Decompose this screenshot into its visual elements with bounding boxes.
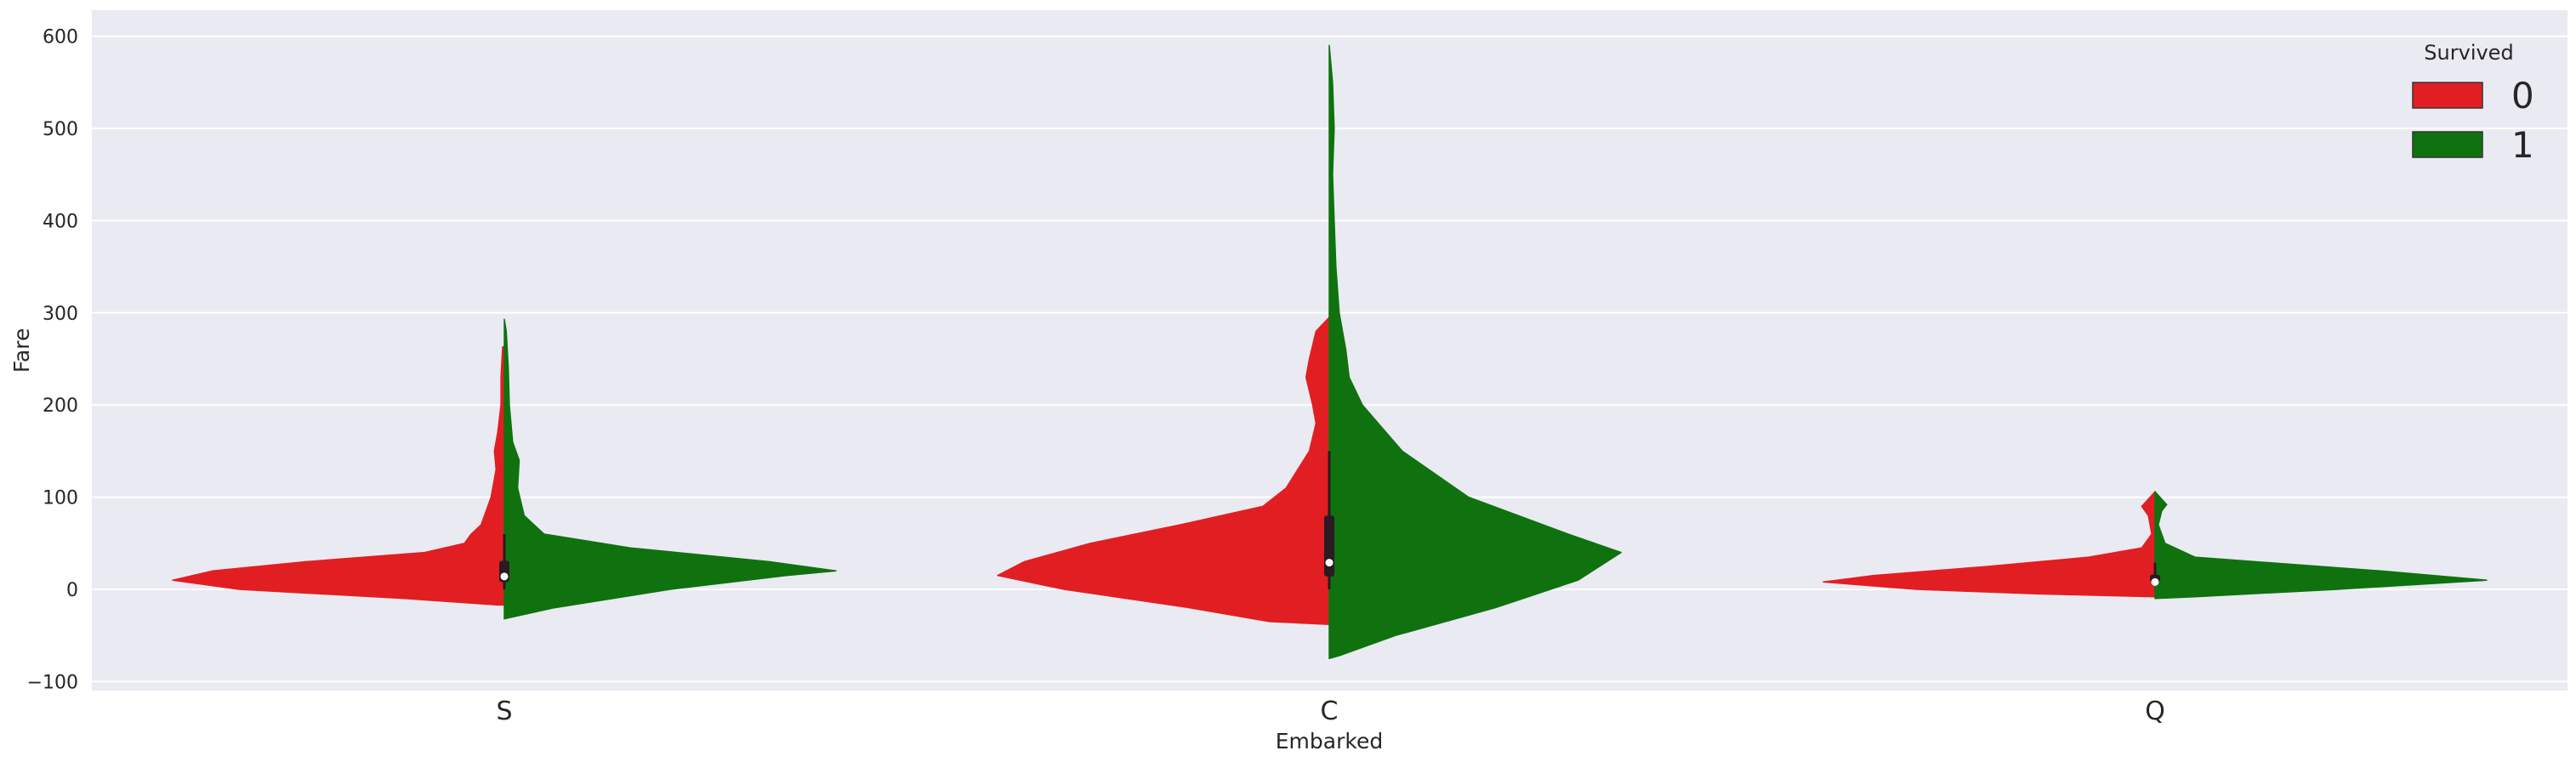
violin-half-S-0 [172, 346, 505, 606]
x-tick-label-Q: Q [2145, 697, 2165, 726]
x-tick-label-S: S [496, 697, 512, 726]
violin-bodies [172, 44, 2488, 660]
legend-label-1: 1 [2511, 124, 2534, 166]
y-tick-label: 0 [66, 580, 78, 601]
violin-half-Q-1 [2154, 491, 2488, 600]
box-iqr-C [1324, 515, 1334, 577]
inner-boxes [499, 451, 2160, 589]
violin-half-C-1 [1328, 44, 1622, 660]
x-axis-label: Embarked [1276, 729, 1383, 753]
y-tick-label: 600 [43, 27, 78, 48]
legend-swatch-0 [2412, 82, 2483, 109]
y-tick-label: 300 [43, 304, 78, 325]
y-tick-labels: −100 0 100 200 300 400 500 600 [27, 27, 78, 694]
y-axis-label: Fare [9, 328, 34, 373]
y-tick-label: 100 [43, 488, 78, 509]
y-tick-label: 500 [43, 119, 78, 140]
violin-half-S-1 [503, 318, 837, 620]
violin-half-Q-0 [1823, 491, 2156, 598]
box-median-S [500, 572, 509, 581]
y-tick-label: −100 [27, 672, 78, 693]
box-median-C [1325, 559, 1333, 567]
legend-swatch-1 [2412, 131, 2483, 158]
legend-label-0: 0 [2511, 75, 2534, 117]
x-tick-label-C: C [1321, 697, 1339, 726]
y-tick-label: 200 [43, 395, 78, 417]
box-median-Q [2151, 577, 2159, 586]
y-tick-label: 400 [43, 211, 78, 232]
legend-title: Survived [2424, 41, 2513, 65]
legend: Survived 0 1 [2412, 41, 2534, 166]
violin-half-C-0 [997, 316, 1330, 625]
